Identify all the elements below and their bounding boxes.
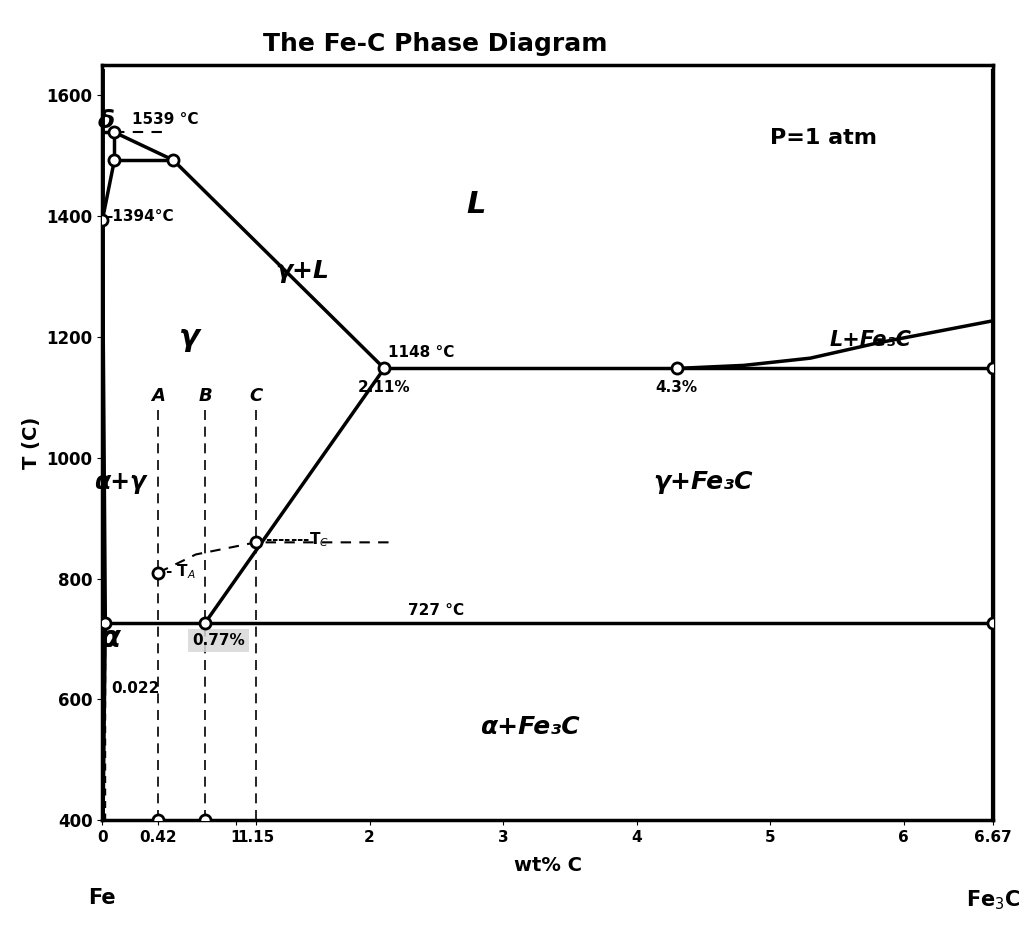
Text: 4.3%: 4.3% [655, 380, 697, 395]
Text: Fe$_3$C: Fe$_3$C [966, 888, 1021, 911]
Text: The Fe-C Phase Diagram: The Fe-C Phase Diagram [263, 33, 607, 56]
Text: P=1 atm: P=1 atm [770, 128, 878, 147]
Text: γ: γ [179, 322, 200, 351]
Text: 1148 °C: 1148 °C [388, 345, 455, 360]
Text: -1394°C: -1394°C [106, 209, 174, 224]
Text: 2.11%: 2.11% [358, 380, 411, 395]
Text: L+Fe₃C: L+Fe₃C [829, 330, 911, 350]
Text: 1539 °C: 1539 °C [132, 112, 199, 127]
Text: 0.77%: 0.77% [193, 633, 245, 648]
Text: α+γ: α+γ [94, 470, 145, 494]
Text: B: B [199, 387, 212, 404]
Text: γ+Fe₃C: γ+Fe₃C [653, 470, 754, 494]
Text: α+Fe₃C: α+Fe₃C [480, 715, 580, 738]
Text: 0.022: 0.022 [112, 681, 160, 696]
Text: 727 °C: 727 °C [409, 603, 464, 618]
Text: L: L [467, 189, 486, 219]
Y-axis label: T (C): T (C) [22, 417, 41, 469]
Text: Fe: Fe [89, 888, 116, 908]
Text: -------T$_C$: -------T$_C$ [265, 530, 330, 549]
Text: C: C [250, 387, 262, 404]
Text: - T$_A$: - T$_A$ [165, 562, 196, 581]
X-axis label: wt% C: wt% C [514, 856, 582, 875]
Text: δ: δ [98, 109, 115, 132]
Text: α: α [100, 624, 121, 653]
Text: γ+L: γ+L [275, 258, 330, 282]
Text: A: A [152, 387, 166, 404]
